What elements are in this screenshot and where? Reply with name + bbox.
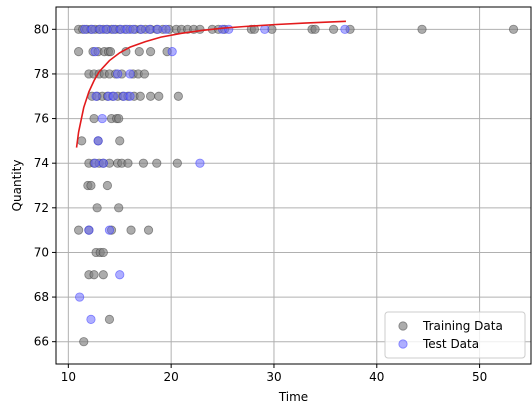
test-data-point (260, 24, 270, 34)
test-data-point (90, 158, 100, 168)
test-data-point (136, 24, 146, 34)
test-data-point (161, 24, 171, 34)
x-tick-label: 10 (61, 370, 76, 384)
ticks: 10 20 30 40 50 66 68 70 72 74 76 78 80 (34, 22, 488, 384)
test-data-point (87, 24, 97, 34)
x-tick-label: 40 (369, 370, 384, 384)
test-data-point (167, 47, 177, 57)
y-tick-label: 66 (34, 335, 49, 349)
y-tick-label: 68 (34, 290, 49, 304)
training-data-point (152, 158, 162, 168)
y-tick-label: 70 (34, 245, 49, 259)
training-data-point (102, 180, 113, 191)
training-data-point (115, 136, 125, 146)
legend-box (384, 311, 526, 359)
training-data-point (417, 24, 427, 34)
training-data-point (310, 24, 320, 34)
training-data-point (143, 225, 154, 235)
test-data-point (153, 24, 163, 34)
test-data-point (91, 91, 101, 101)
grid (56, 7, 531, 364)
training-data-point (105, 47, 116, 57)
training-data-point (508, 24, 519, 34)
test-data-point (125, 69, 135, 79)
y-tick-label: 80 (34, 22, 49, 36)
training-data-point (126, 225, 136, 235)
training-data-point (135, 91, 145, 101)
training-data-point (195, 24, 205, 34)
training-data-point (74, 225, 84, 235)
test-data-point (115, 270, 125, 280)
test-data-point (128, 24, 138, 34)
fit-curve (75, 20, 346, 148)
training-data-point (77, 136, 87, 146)
legend-marker-test (398, 339, 408, 349)
test-data-point (144, 24, 155, 34)
x-tick-label: 30 (266, 370, 281, 384)
legend-label-training: Training Data (422, 319, 503, 333)
test-data-point (195, 158, 205, 168)
training-data-point (172, 158, 182, 168)
training-data-point (145, 91, 156, 101)
series-1 (75, 24, 350, 324)
test-data-point (75, 292, 85, 302)
y-tick-label: 72 (34, 201, 49, 215)
training-data-point (79, 337, 89, 347)
y-tick-label: 78 (34, 67, 49, 81)
test-data-point (84, 225, 94, 235)
test-data-point (340, 24, 350, 34)
training-data-point (104, 314, 115, 324)
training-data-point (98, 270, 108, 280)
training-data-point (98, 247, 108, 258)
test-data-point (113, 69, 123, 79)
test-data-point (125, 91, 135, 101)
y-axis-label: Quantity (10, 160, 24, 212)
training-data-point (89, 270, 99, 280)
test-data-point (90, 47, 100, 57)
training-data-point (154, 91, 164, 101)
training-data-point (328, 24, 339, 34)
training-data-point (86, 180, 96, 191)
x-axis-label: Time (278, 390, 308, 404)
axes-frame (55, 6, 532, 365)
x-tick-label: 50 (472, 370, 487, 384)
test-data-point (93, 136, 103, 146)
training-data-point (145, 47, 156, 57)
y-tick-label: 76 (34, 112, 49, 126)
test-data-point (224, 24, 234, 34)
y-tick-label: 74 (34, 156, 49, 170)
training-data-point (134, 47, 144, 57)
training-data-point (114, 113, 124, 124)
test-data-point (98, 158, 108, 168)
test-data-point (104, 225, 115, 235)
test-data-point (97, 113, 107, 124)
x-tick-label: 20 (164, 370, 179, 384)
legend-label-test: Test Data (422, 337, 479, 351)
training-data-point (92, 203, 102, 213)
series-2 (75, 20, 346, 148)
legend-marker-training (398, 321, 408, 331)
training-data-point (89, 113, 99, 124)
test-data-point (86, 314, 96, 324)
training-data-point (74, 47, 84, 57)
training-data-point (123, 158, 133, 168)
series-0 (74, 24, 519, 347)
training-data-point (138, 158, 148, 168)
training-data-point (114, 203, 124, 213)
training-data-point (173, 91, 183, 101)
training-data-point (139, 69, 150, 79)
test-data-point (108, 91, 119, 101)
legend: Training Data Test Data (384, 311, 526, 359)
plot-area (74, 20, 519, 347)
